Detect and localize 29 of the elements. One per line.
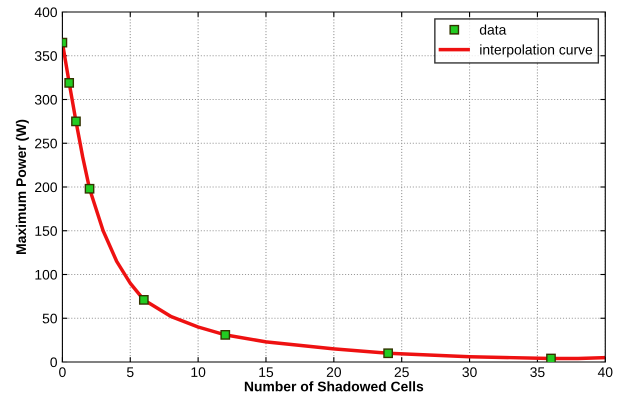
- point: [220, 330, 230, 340]
- point: [546, 354, 556, 362]
- point: [84, 184, 94, 194]
- y-tick-label: 350: [34, 51, 57, 61]
- point: [71, 116, 81, 126]
- point: [64, 78, 74, 88]
- y-tick-label: 200: [35, 182, 57, 192]
- y-tick-label: 100: [35, 270, 57, 280]
- x-tick-label: 20: [326, 367, 342, 378]
- x-tick-label: 10: [191, 367, 206, 378]
- y-tick-label: 400: [34, 7, 57, 18]
- y-axis-title: Maximum Power (W): [16, 120, 29, 254]
- legend-label: data: [480, 24, 506, 35]
- x-tick-label: 30: [462, 367, 477, 378]
- x-tick-label: 15: [259, 367, 274, 378]
- x-tick-label: 35: [530, 367, 545, 378]
- point: [138, 295, 149, 305]
- x-tick-label: 5: [126, 367, 134, 378]
- point: [383, 348, 393, 358]
- y-tick-label: 300: [34, 94, 57, 105]
- legend-label: interpolation curve: [480, 44, 592, 58]
- x-tick-label: 40: [598, 367, 612, 378]
- x-tick-label: 25: [394, 367, 409, 378]
- y-tick-label: 250: [35, 138, 57, 148]
- y-tick-label: 50: [42, 314, 57, 324]
- y-tick-label: 0: [50, 357, 57, 368]
- y-tick-label: 150: [35, 226, 57, 236]
- x-tick-label: 0: [59, 367, 66, 378]
- x-axis-title: Number of Shadowed Cells: [244, 381, 424, 392]
